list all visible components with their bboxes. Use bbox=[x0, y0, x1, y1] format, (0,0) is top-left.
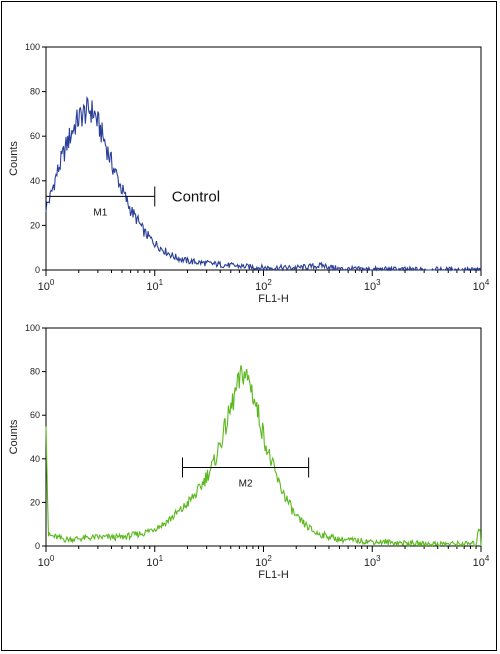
chart1-x-tick-exponent: 1 bbox=[159, 278, 164, 287]
chart2-x-tick-label: 104 bbox=[473, 554, 490, 569]
chart1-x-axis-label: FL1-H bbox=[258, 293, 289, 305]
chart1-x-tick-exponent: 2 bbox=[267, 278, 272, 287]
chart2-x-tick-exponent: 2 bbox=[267, 554, 272, 563]
chart1-y-tick-label: 80 bbox=[30, 87, 40, 97]
chart1-y-tick-label: 60 bbox=[30, 131, 40, 141]
chart2-x-tick-exponent: 0 bbox=[50, 554, 55, 563]
chart1-x-tick-label: 104 bbox=[473, 278, 490, 293]
chart2-x-tick-label: 103 bbox=[364, 554, 381, 569]
chart2-x-tick-base: 10 bbox=[364, 557, 376, 569]
chart1-x-tick-base: 10 bbox=[146, 281, 158, 293]
chart2-x-tick-exponent: 3 bbox=[376, 554, 381, 563]
chart2-x-axis-label: FL1-H bbox=[258, 569, 289, 581]
chart1-annotation: Control bbox=[172, 188, 220, 205]
chart1-x-tick-label: 100 bbox=[38, 278, 55, 293]
chart1-y-tick-label: 40 bbox=[30, 176, 40, 186]
chart1-y-tick-label: 100 bbox=[25, 42, 40, 52]
chart1-x-tick-label: 103 bbox=[364, 278, 381, 293]
chart2-x-tick-label: 101 bbox=[146, 554, 163, 569]
chart2-y-tick-label: 0 bbox=[35, 541, 40, 551]
chart1-x-tick-exponent: 3 bbox=[376, 278, 381, 287]
chart1-x-tick-exponent: 4 bbox=[485, 278, 490, 287]
chart1-x-tick-label: 101 bbox=[146, 278, 163, 293]
chart1-y-tick-label: 0 bbox=[35, 265, 40, 275]
chart2-x-tick-exponent: 4 bbox=[485, 554, 490, 563]
chart2-x-tick-label: 100 bbox=[38, 554, 55, 569]
chart2-marker-label: M2 bbox=[239, 479, 253, 490]
chart2-histogram-line bbox=[45, 365, 482, 548]
chart2-y-tick-label: 40 bbox=[30, 454, 40, 464]
chart2-y-tick-label: 60 bbox=[30, 410, 40, 420]
chart2-x-tick-base: 10 bbox=[146, 557, 158, 569]
chart2-x-tick-exponent: 1 bbox=[159, 554, 164, 563]
chart2-y-tick-label: 100 bbox=[25, 323, 40, 333]
chart1-y-axis-label: Counts bbox=[8, 141, 20, 176]
chart2-x-tick-base: 10 bbox=[255, 557, 267, 569]
chart2-y-tick-label: 20 bbox=[30, 497, 40, 507]
chart2-x-tick-base: 10 bbox=[38, 557, 50, 569]
chart1-y-tick-label: 20 bbox=[30, 220, 40, 230]
chart1-x-tick-base: 10 bbox=[255, 281, 267, 293]
chart1-x-tick-base: 10 bbox=[364, 281, 376, 293]
chart2-y-tick-label: 80 bbox=[30, 367, 40, 377]
chart1-marker-label: M1 bbox=[93, 207, 107, 218]
chart2-y-axis-label: Counts bbox=[8, 419, 20, 454]
chart1-histogram-line bbox=[45, 95, 482, 272]
chart1-x-tick-exponent: 0 bbox=[50, 278, 55, 287]
chart2-x-tick-label: 102 bbox=[255, 554, 272, 569]
chart1-x-tick-base: 10 bbox=[473, 281, 485, 293]
chart2-x-tick-base: 10 bbox=[473, 557, 485, 569]
chart1-x-tick-label: 102 bbox=[255, 278, 272, 293]
chart1-x-tick-base: 10 bbox=[38, 281, 50, 293]
